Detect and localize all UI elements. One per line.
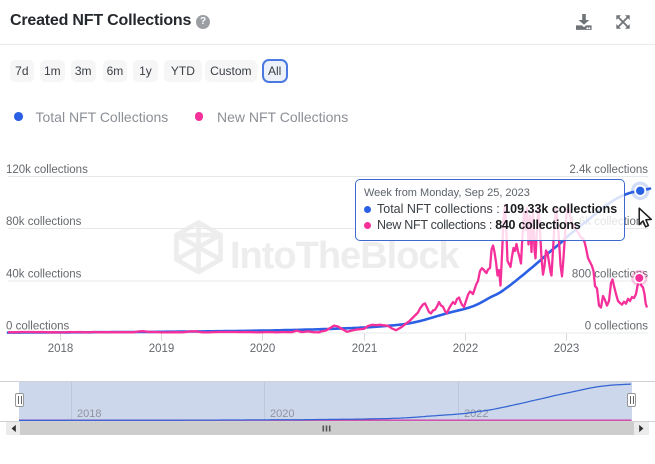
- svg-text:40k collections: 40k collections: [6, 269, 82, 281]
- svg-text:120k collections: 120k collections: [6, 164, 88, 176]
- svg-text:2022: 2022: [464, 408, 488, 420]
- svg-text:800 collections: 800 collections: [572, 269, 648, 281]
- svg-text:2022: 2022: [453, 343, 479, 355]
- svg-text:2020: 2020: [270, 408, 294, 420]
- svg-text:0 collections: 0 collections: [585, 321, 649, 333]
- svg-text:2018: 2018: [48, 343, 74, 355]
- svg-text:2020: 2020: [250, 343, 276, 355]
- svg-text:0 collections: 0 collections: [6, 321, 70, 333]
- svg-text:IntoTheBlock: IntoTheBlock: [230, 235, 461, 277]
- svg-text:2019: 2019: [149, 343, 175, 355]
- svg-text:2023: 2023: [554, 343, 580, 355]
- svg-text:2018: 2018: [77, 408, 101, 420]
- svg-text:2.4k collections: 2.4k collections: [569, 164, 648, 176]
- svg-text:2021: 2021: [352, 343, 378, 355]
- svg-text:80k collections: 80k collections: [6, 216, 82, 228]
